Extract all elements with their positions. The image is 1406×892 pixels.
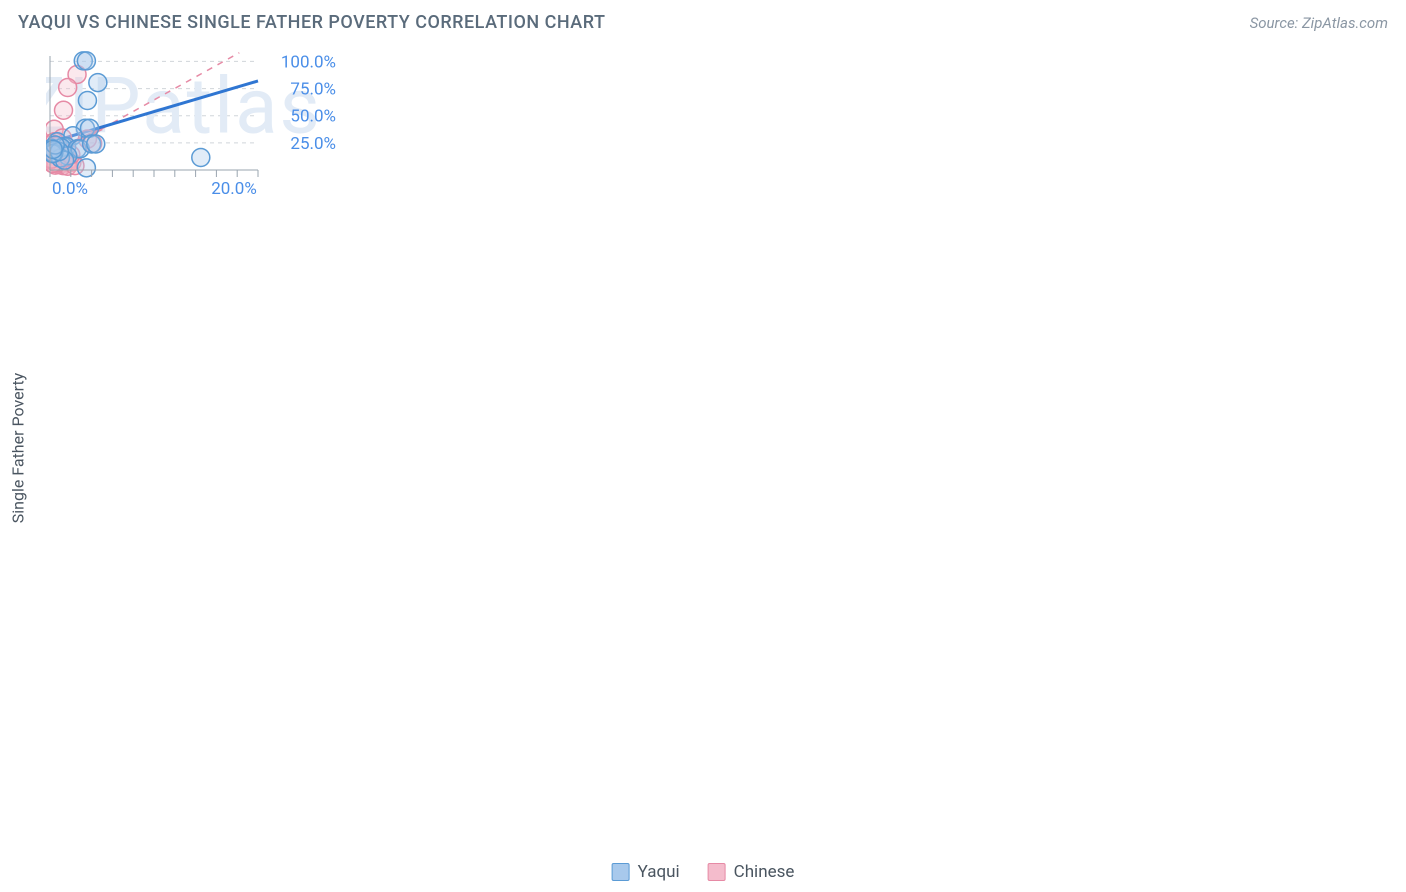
data-point [59,78,77,96]
scatter-plot-svg: ZIPatlas25.0%50.0%75.0%100.0%0.0%20.0%R … [46,48,346,198]
data-point [77,159,95,177]
legend-swatch [612,863,630,881]
chart-title: YAQUI VS CHINESE SINGLE FATHER POVERTY C… [18,12,605,33]
x-tick-label: 0.0% [52,179,88,198]
y-axis-label: Single Father Poverty [9,373,28,524]
y-tick-label: 75.0% [290,80,336,100]
legend-label: Yaqui [638,862,680,882]
data-point [46,140,62,158]
legend-item: Chinese [708,862,795,882]
data-point [78,92,96,110]
legend-label: Chinese [734,862,795,882]
data-point [55,101,73,119]
legend-swatch [708,863,726,881]
legend-bottom: Yaqui Chinese [612,862,795,882]
chart-area: Single Father Poverty ZIPatlas25.0%50.0%… [46,48,1388,848]
y-tick-label: 25.0% [290,134,336,154]
data-point [77,52,95,70]
data-point [87,135,105,153]
x-tick-label: 20.0% [211,179,257,198]
data-point [192,149,210,167]
data-point [89,74,107,92]
source-label: Source: ZipAtlas.com [1250,14,1388,32]
legend-item: Yaqui [612,862,680,882]
y-tick-label: 100.0% [281,52,336,72]
y-tick-label: 50.0% [290,107,336,127]
